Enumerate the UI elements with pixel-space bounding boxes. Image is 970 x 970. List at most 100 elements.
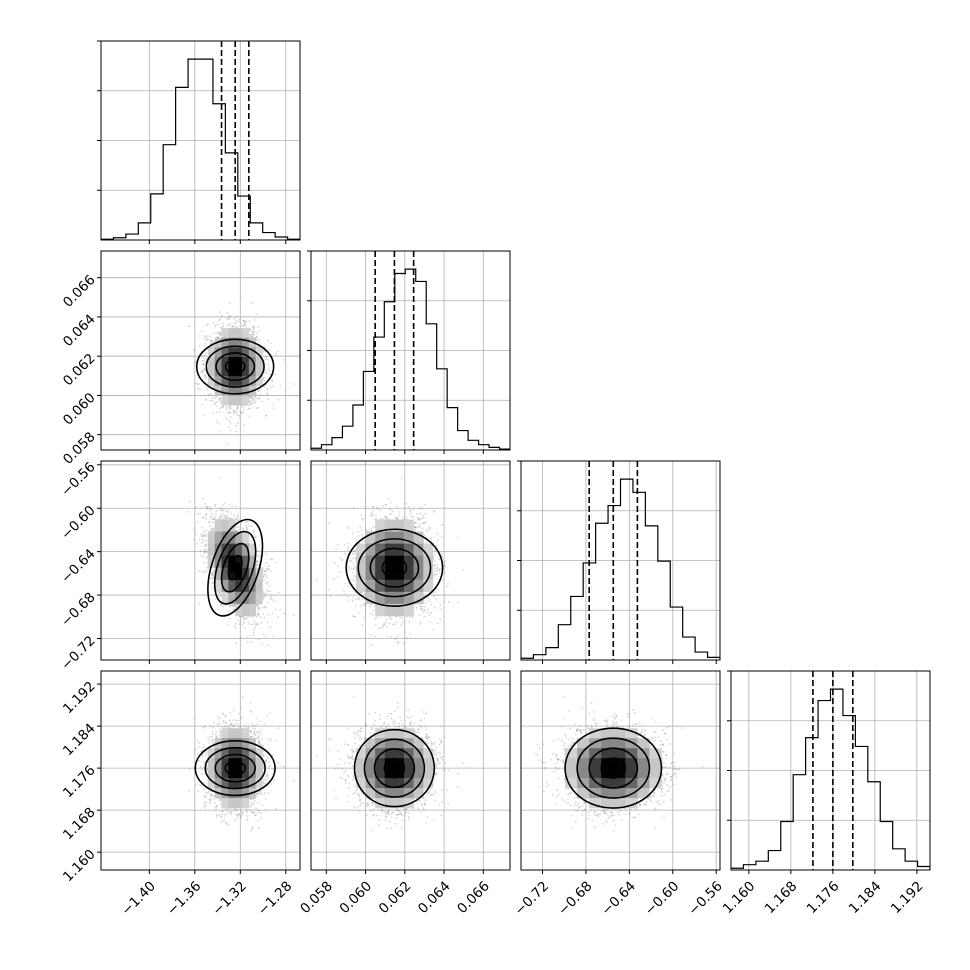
- scatter-point: [237, 618, 240, 621]
- scatter-point: [264, 376, 266, 379]
- scatter-point: [277, 591, 280, 594]
- scatter-point: [225, 417, 228, 420]
- scatter-point: [266, 363, 269, 366]
- scatter-point: [266, 581, 269, 584]
- scatter-point: [218, 398, 221, 400]
- scatter-point: [263, 570, 265, 572]
- scatter-point: [193, 350, 196, 353]
- scatter-point: [254, 626, 257, 628]
- scatter-point: [236, 407, 239, 410]
- scatter-point: [203, 369, 206, 372]
- density-cell: [228, 328, 236, 339]
- scatter-point: [218, 332, 221, 334]
- density-cell: [221, 395, 229, 406]
- scatter-point: [196, 521, 199, 523]
- scatter-point: [271, 380, 274, 382]
- scatter-point: [223, 517, 226, 519]
- density-cell: [242, 366, 250, 377]
- scatter-point: [216, 422, 219, 424]
- scatter-point: [209, 516, 212, 518]
- scatter-point: [252, 398, 254, 401]
- scatter-point: [203, 367, 206, 370]
- scatter-point: [218, 333, 221, 336]
- scatter-point: [230, 416, 232, 418]
- scatter-point: [265, 570, 268, 573]
- scatter-point: [211, 582, 214, 585]
- scatter-point: [223, 501, 226, 504]
- scatter-point: [232, 325, 234, 328]
- scatter-point: [204, 375, 207, 378]
- density-cell: [228, 347, 236, 358]
- scatter-point: [251, 335, 254, 338]
- scatter-point: [279, 384, 282, 387]
- scatter-point: [264, 346, 267, 349]
- scatter-point: [265, 592, 267, 595]
- scatter-point: [207, 338, 209, 341]
- scatter-point: [200, 388, 203, 391]
- scatter-point: [258, 338, 261, 341]
- scatter-point: [201, 371, 204, 374]
- scatter-point: [267, 613, 269, 616]
- scatter-point: [268, 584, 271, 587]
- scatter-point: [235, 412, 237, 415]
- scatter-point: [265, 355, 267, 358]
- scatter-point: [206, 323, 209, 325]
- scatter-point: [263, 345, 265, 347]
- density-cell: [221, 347, 229, 358]
- scatter-point: [245, 526, 248, 529]
- scatter-point: [282, 359, 285, 361]
- scatter-point: [272, 635, 275, 638]
- scatter-point: [277, 350, 280, 353]
- scatter-point: [228, 419, 231, 422]
- scatter-point: [245, 321, 248, 324]
- scatter-point: [263, 606, 266, 609]
- scatter-point: [243, 618, 245, 621]
- scatter-point: [272, 407, 275, 410]
- scatter-point: [233, 317, 236, 320]
- scatter-point: [198, 538, 201, 541]
- scatter-point: [255, 313, 258, 316]
- scatter-point: [250, 402, 253, 405]
- density-cell: [228, 385, 236, 396]
- histogram-1: [311, 268, 510, 450]
- scatter-point: [242, 621, 245, 624]
- scatter-point: [226, 515, 229, 517]
- scatter-point: [231, 325, 234, 328]
- scatter-point: [226, 408, 228, 411]
- scatter-point: [235, 315, 238, 318]
- scatter-point: [253, 621, 256, 623]
- scatter-point: [201, 403, 204, 406]
- scatter-point: [228, 517, 231, 520]
- scatter-point: [229, 405, 232, 407]
- scatter-point: [199, 512, 201, 515]
- scatter-point: [219, 516, 222, 518]
- scatter-point: [256, 332, 258, 334]
- scatter-point: [207, 521, 210, 524]
- scatter-point: [238, 528, 241, 531]
- scatter-point: [201, 359, 204, 362]
- scatter-point: [206, 561, 209, 564]
- scatter-point: [200, 330, 203, 333]
- scatter-point: [247, 407, 250, 410]
- scatter-point: [204, 342, 207, 345]
- scatter-point: [232, 609, 235, 611]
- scatter-point: [237, 519, 240, 521]
- scatter-point: [256, 561, 258, 564]
- scatter-point: [266, 568, 269, 571]
- scatter-point: [246, 527, 248, 530]
- scatter-point: [267, 601, 270, 604]
- scatter-point: [253, 399, 255, 401]
- scatter-point: [252, 326, 255, 329]
- scatter-point: [213, 332, 216, 335]
- scatter-point: [236, 520, 239, 522]
- density-cell: [228, 337, 236, 348]
- scatter-point: [210, 508, 212, 510]
- scatter-point: [265, 414, 268, 417]
- scatter-point: [202, 360, 205, 362]
- scatter-point: [277, 398, 280, 401]
- scatter-point: [257, 406, 259, 409]
- scatter-point: [227, 405, 230, 408]
- density-cell: [255, 376, 263, 387]
- scatter-point: [236, 513, 239, 516]
- density-cell: [228, 395, 236, 406]
